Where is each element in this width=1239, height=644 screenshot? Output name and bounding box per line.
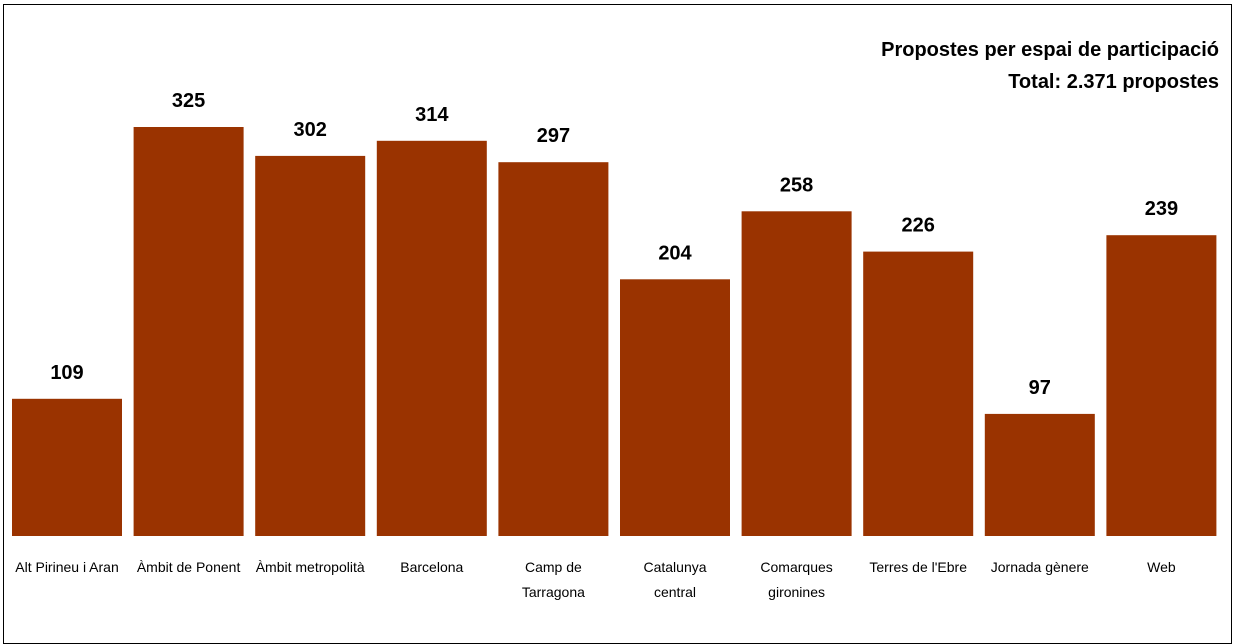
category-label-line: Barcelona (400, 559, 464, 575)
bar-4 (498, 162, 609, 536)
value-label-3: 314 (415, 104, 449, 126)
category-label-line: Terres de l'Ebre (869, 559, 967, 575)
value-label-7: 226 (902, 215, 935, 237)
bar-0 (12, 398, 122, 536)
category-label-line: Web (1147, 559, 1176, 575)
category-label-8: Jornada gènere (980, 555, 1100, 580)
category-label-line: Catalunya (643, 559, 707, 575)
value-label-5: 204 (658, 242, 692, 264)
category-label-line: Camp de (524, 559, 582, 575)
value-label-6: 258 (780, 174, 813, 196)
bar-8 (984, 413, 1095, 536)
value-label-2: 302 (294, 119, 327, 141)
chart-title: Propostes per espai de participació (881, 39, 1219, 61)
bar-1 (133, 127, 244, 536)
bar-2 (255, 155, 366, 536)
value-label-4: 297 (537, 125, 570, 147)
category-label-5: Catalunya central (615, 555, 735, 605)
bar-9 (1106, 235, 1217, 536)
chart-title-block: Propostes per espai de participació Tota… (881, 34, 1219, 98)
category-label-line: Àmbit de Ponent (136, 559, 241, 575)
category-label-2: Àmbit metropolità (250, 555, 370, 580)
bar-6 (741, 211, 852, 537)
category-label-line: central (653, 584, 697, 600)
category-label-0: Alt Pirineu i Aran (7, 555, 127, 580)
value-label-0: 109 (50, 362, 83, 384)
category-label-line: Jornada gènere (990, 559, 1089, 575)
category-label-6: Comarques gironines (737, 555, 857, 605)
bar-5 (620, 279, 730, 536)
category-label-9: Web (1101, 555, 1221, 580)
category-label-line: Tarragona (521, 584, 585, 600)
value-label-8: 97 (1029, 377, 1051, 399)
bar-7 (863, 251, 974, 536)
category-label-4: Camp de Tarragona (493, 555, 613, 605)
category-label-line: Alt Pirineu i Aran (15, 559, 119, 575)
value-label-1: 325 (172, 90, 205, 112)
value-label-9: 239 (1145, 198, 1178, 220)
category-label-3: Barcelona (372, 555, 492, 580)
category-label-7: Terres de l'Ebre (858, 555, 978, 580)
bar-chart: 109 325 302 314 297 204 258 226 97 239 (12, 90, 1217, 537)
category-label-line: Àmbit metropolità (255, 559, 365, 575)
chart-subtitle: Total: 2.371 propostes (1008, 71, 1219, 93)
category-label-line: gironines (768, 584, 825, 600)
bar-3 (376, 140, 487, 537)
category-label-1: Àmbit de Ponent (129, 555, 249, 580)
category-label-line: Comarques (760, 559, 833, 575)
